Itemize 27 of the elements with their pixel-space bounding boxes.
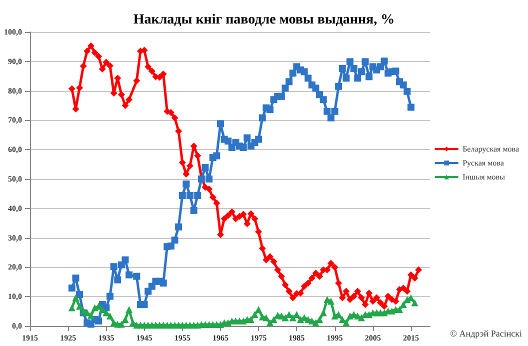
y-tick-label: 30,0 [8, 233, 22, 242]
y-tick-label: 60,0 [8, 145, 22, 154]
y-tick-label: 80,0 [8, 86, 22, 96]
x-tick-label: 2015 [402, 334, 419, 342]
x-tick-label: 1945 [136, 334, 152, 342]
x-tick-label: 1965 [212, 334, 228, 342]
y-tick-label: 0,0 [12, 322, 22, 330]
y-tick-label: 90,0 [8, 56, 22, 66]
y-tick-label: 20,0 [8, 262, 22, 272]
x-tick-label: 1975 [250, 334, 267, 342]
y-tick-label: 100,0 [4, 28, 22, 36]
legend-label: Руская мова [462, 158, 504, 168]
text: © Андрэй Расінскі [450, 328, 522, 338]
x-tick-label: 1985 [288, 334, 305, 342]
y-tick-label: 10,0 [8, 292, 22, 302]
x-tick-label: 1995 [326, 334, 343, 342]
x-tick-label: 1925 [60, 334, 76, 342]
y-tick-label: 50,0 [8, 174, 22, 184]
x-tick-label: 1915 [22, 334, 38, 342]
x-tick-label: 1935 [98, 334, 114, 342]
legend-label: Іншыя мовы [462, 172, 506, 182]
x-tick-label: 2005 [364, 334, 381, 342]
y-tick-label: 70,0 [8, 116, 22, 125]
legend-label: Беларуская мова [462, 144, 520, 154]
x-tick-label: 1955 [174, 334, 190, 342]
chart-title: Наклады кніг паводле мовы выдання, % [133, 12, 395, 28]
y-tick-label: 40,0 [8, 204, 22, 213]
